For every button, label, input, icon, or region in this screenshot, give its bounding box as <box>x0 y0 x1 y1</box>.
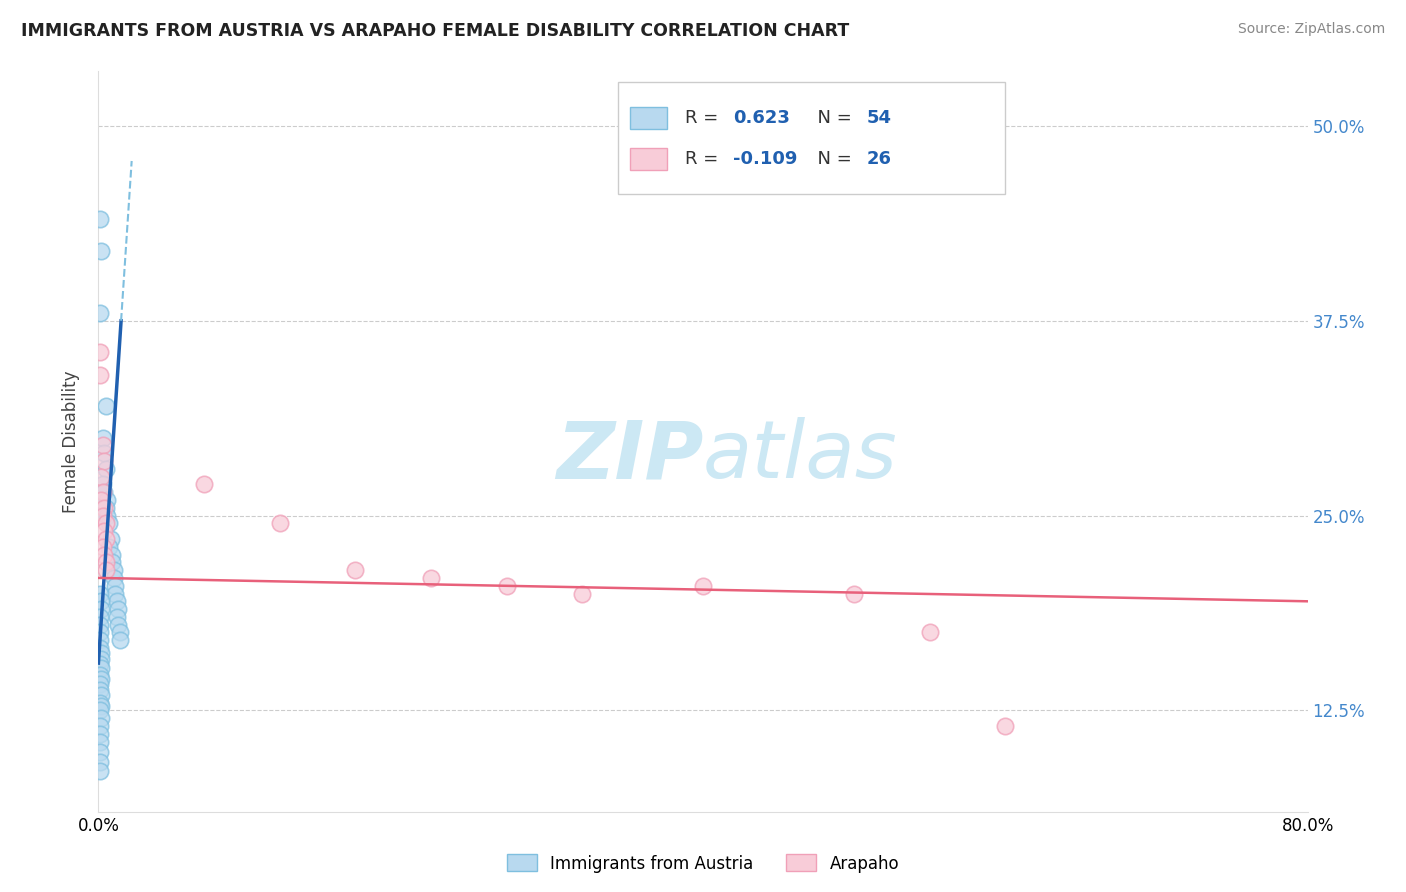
Point <box>269 516 291 531</box>
Text: N =: N = <box>806 110 858 128</box>
Point <box>94 532 117 546</box>
Point <box>90 594 112 608</box>
Text: 0.623: 0.623 <box>734 110 790 128</box>
Point <box>90 244 112 258</box>
Point <box>91 485 114 500</box>
Point <box>89 677 111 691</box>
Point <box>91 431 114 445</box>
Point <box>104 579 127 593</box>
Point <box>103 571 125 585</box>
Point <box>90 469 112 483</box>
Point <box>93 446 115 460</box>
Text: atlas: atlas <box>703 417 898 495</box>
Point <box>94 462 117 476</box>
Point <box>89 625 111 640</box>
Bar <box>630 148 666 170</box>
Point <box>93 454 115 468</box>
Point <box>108 633 131 648</box>
Point <box>89 719 111 733</box>
Point <box>89 746 111 760</box>
Point <box>89 683 111 698</box>
Point <box>98 516 121 531</box>
Point <box>89 696 111 710</box>
Point <box>89 586 111 600</box>
Point <box>90 688 112 702</box>
Text: -0.109: -0.109 <box>734 150 797 168</box>
Point <box>98 540 121 554</box>
Point <box>89 368 111 383</box>
Point <box>94 555 117 569</box>
Point <box>89 703 111 717</box>
Point <box>90 698 112 713</box>
Point <box>94 516 117 531</box>
Point <box>107 617 129 632</box>
Point <box>344 563 367 577</box>
Point <box>495 579 517 593</box>
Point <box>108 625 131 640</box>
Point <box>89 610 111 624</box>
Point <box>420 571 443 585</box>
Bar <box>619 82 1005 194</box>
Point <box>101 548 124 562</box>
Point <box>105 610 128 624</box>
Point <box>193 477 215 491</box>
Point <box>994 719 1017 733</box>
Text: Source: ZipAtlas.com: Source: ZipAtlas.com <box>1237 22 1385 37</box>
Point <box>93 548 115 562</box>
Point <box>103 563 125 577</box>
Text: ZIP: ZIP <box>555 417 703 495</box>
Point <box>89 657 111 671</box>
Text: 54: 54 <box>866 110 891 128</box>
Point <box>89 727 111 741</box>
Text: N =: N = <box>806 150 858 168</box>
Point <box>91 508 114 523</box>
Point <box>89 633 111 648</box>
Text: 26: 26 <box>866 150 891 168</box>
Point <box>104 586 127 600</box>
Point <box>571 586 593 600</box>
Point <box>94 500 117 515</box>
Point <box>101 555 124 569</box>
Point <box>89 755 111 769</box>
Point <box>90 672 112 686</box>
Point <box>90 711 112 725</box>
Point <box>93 485 115 500</box>
Point <box>89 641 111 656</box>
Point <box>91 477 114 491</box>
Point <box>89 667 111 681</box>
Point <box>90 661 112 675</box>
Text: R =: R = <box>685 110 724 128</box>
Point <box>91 540 114 554</box>
Point <box>89 764 111 779</box>
Point <box>89 617 111 632</box>
Point <box>918 625 941 640</box>
Point <box>90 493 112 508</box>
Point <box>105 594 128 608</box>
Text: IMMIGRANTS FROM AUSTRIA VS ARAPAHO FEMALE DISABILITY CORRELATION CHART: IMMIGRANTS FROM AUSTRIA VS ARAPAHO FEMAL… <box>21 22 849 40</box>
Y-axis label: Female Disability: Female Disability <box>62 370 80 513</box>
Point <box>100 532 122 546</box>
Point <box>89 734 111 748</box>
Point <box>96 493 118 508</box>
Point <box>89 345 111 359</box>
Point <box>94 563 117 577</box>
Point <box>93 500 115 515</box>
Point <box>90 602 112 616</box>
Point <box>89 212 111 227</box>
Bar <box>630 107 666 129</box>
Legend: Immigrants from Austria, Arapaho: Immigrants from Austria, Arapaho <box>501 847 905 880</box>
Point <box>90 646 112 660</box>
Point <box>91 438 114 452</box>
Point <box>692 579 714 593</box>
Point <box>107 602 129 616</box>
Point <box>844 586 866 600</box>
Point <box>93 524 115 538</box>
Point <box>94 400 117 414</box>
Point <box>89 306 111 320</box>
Point <box>90 652 112 666</box>
Point <box>96 508 118 523</box>
Text: R =: R = <box>685 150 724 168</box>
